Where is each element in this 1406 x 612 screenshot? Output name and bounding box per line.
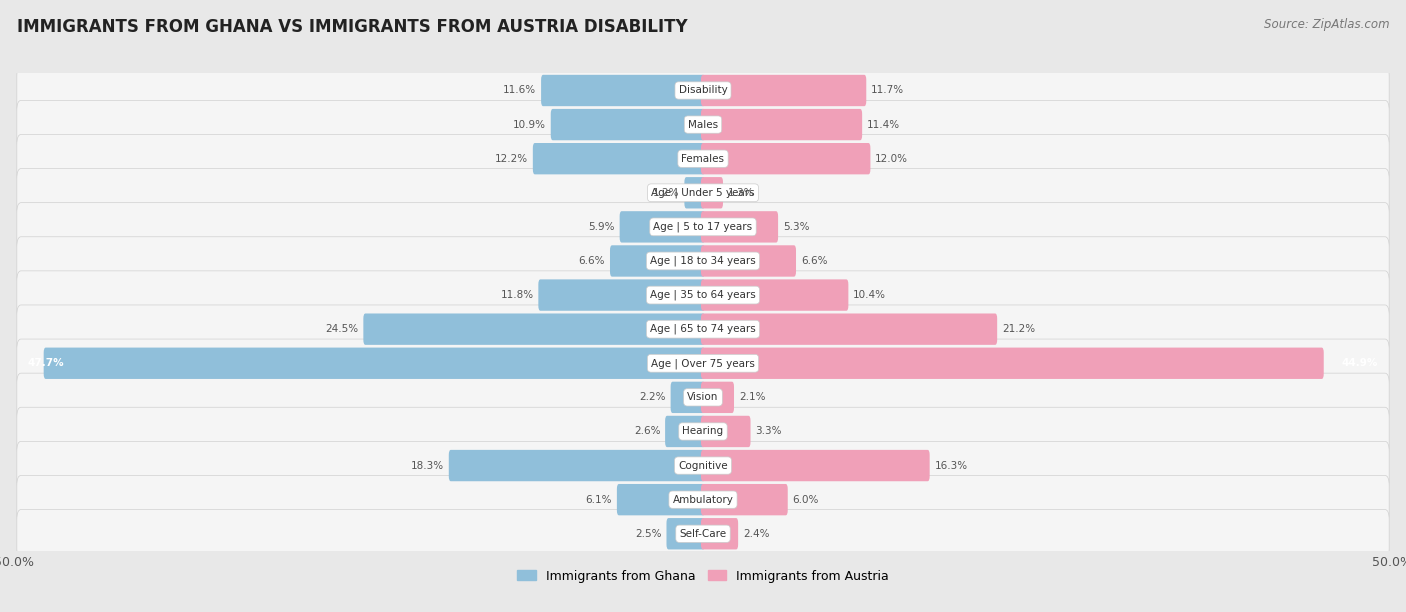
Text: 24.5%: 24.5% — [325, 324, 359, 334]
Text: Age | 18 to 34 years: Age | 18 to 34 years — [650, 256, 756, 266]
Text: Males: Males — [688, 119, 718, 130]
FancyBboxPatch shape — [17, 305, 1389, 353]
Text: IMMIGRANTS FROM GHANA VS IMMIGRANTS FROM AUSTRIA DISABILITY: IMMIGRANTS FROM GHANA VS IMMIGRANTS FROM… — [17, 18, 688, 36]
FancyBboxPatch shape — [551, 109, 704, 140]
Text: 12.2%: 12.2% — [495, 154, 529, 163]
Text: 11.6%: 11.6% — [503, 86, 536, 95]
Text: 2.5%: 2.5% — [636, 529, 662, 539]
Text: 2.2%: 2.2% — [640, 392, 666, 402]
FancyBboxPatch shape — [702, 280, 848, 311]
FancyBboxPatch shape — [17, 100, 1389, 149]
FancyBboxPatch shape — [620, 211, 704, 242]
Text: 18.3%: 18.3% — [411, 461, 444, 471]
Text: 11.4%: 11.4% — [868, 119, 900, 130]
Text: Cognitive: Cognitive — [678, 461, 728, 471]
FancyBboxPatch shape — [541, 75, 704, 106]
Text: Disability: Disability — [679, 86, 727, 95]
Text: 2.4%: 2.4% — [742, 529, 769, 539]
FancyBboxPatch shape — [44, 348, 704, 379]
Text: Age | Under 5 years: Age | Under 5 years — [651, 187, 755, 198]
Text: 11.7%: 11.7% — [872, 86, 904, 95]
Text: Age | 65 to 74 years: Age | 65 to 74 years — [650, 324, 756, 334]
FancyBboxPatch shape — [702, 450, 929, 481]
Text: 10.4%: 10.4% — [853, 290, 886, 300]
Text: 6.6%: 6.6% — [579, 256, 605, 266]
FancyBboxPatch shape — [702, 245, 796, 277]
FancyBboxPatch shape — [538, 280, 704, 311]
FancyBboxPatch shape — [17, 237, 1389, 285]
Text: Hearing: Hearing — [682, 427, 724, 436]
FancyBboxPatch shape — [685, 177, 704, 209]
FancyBboxPatch shape — [17, 510, 1389, 558]
FancyBboxPatch shape — [363, 313, 704, 345]
FancyBboxPatch shape — [702, 382, 734, 413]
FancyBboxPatch shape — [702, 177, 723, 209]
Text: 47.7%: 47.7% — [28, 358, 65, 368]
FancyBboxPatch shape — [17, 373, 1389, 422]
FancyBboxPatch shape — [702, 518, 738, 550]
Text: 6.0%: 6.0% — [793, 494, 818, 505]
FancyBboxPatch shape — [17, 135, 1389, 183]
Text: 16.3%: 16.3% — [935, 461, 967, 471]
Text: 2.1%: 2.1% — [738, 392, 765, 402]
Text: Age | Over 75 years: Age | Over 75 years — [651, 358, 755, 368]
FancyBboxPatch shape — [17, 271, 1389, 319]
FancyBboxPatch shape — [17, 203, 1389, 251]
Text: 1.2%: 1.2% — [652, 188, 679, 198]
Text: 6.6%: 6.6% — [801, 256, 827, 266]
FancyBboxPatch shape — [702, 143, 870, 174]
FancyBboxPatch shape — [17, 339, 1389, 387]
FancyBboxPatch shape — [17, 476, 1389, 524]
FancyBboxPatch shape — [17, 441, 1389, 490]
Text: 5.9%: 5.9% — [588, 222, 614, 232]
Text: Ambulatory: Ambulatory — [672, 494, 734, 505]
FancyBboxPatch shape — [666, 518, 704, 550]
Text: Self-Care: Self-Care — [679, 529, 727, 539]
Text: 2.6%: 2.6% — [634, 427, 661, 436]
FancyBboxPatch shape — [702, 484, 787, 515]
Text: 12.0%: 12.0% — [875, 154, 908, 163]
Text: Age | 35 to 64 years: Age | 35 to 64 years — [650, 290, 756, 300]
FancyBboxPatch shape — [665, 416, 704, 447]
FancyBboxPatch shape — [610, 245, 704, 277]
Text: Source: ZipAtlas.com: Source: ZipAtlas.com — [1264, 18, 1389, 31]
FancyBboxPatch shape — [702, 348, 1323, 379]
FancyBboxPatch shape — [17, 168, 1389, 217]
FancyBboxPatch shape — [702, 416, 751, 447]
FancyBboxPatch shape — [17, 66, 1389, 114]
Text: 5.3%: 5.3% — [783, 222, 810, 232]
Text: 3.3%: 3.3% — [755, 427, 782, 436]
Text: 44.9%: 44.9% — [1341, 358, 1378, 368]
Text: 10.9%: 10.9% — [513, 119, 546, 130]
FancyBboxPatch shape — [17, 407, 1389, 456]
Text: 6.1%: 6.1% — [585, 494, 612, 505]
FancyBboxPatch shape — [671, 382, 704, 413]
FancyBboxPatch shape — [449, 450, 704, 481]
FancyBboxPatch shape — [702, 313, 997, 345]
Text: 11.8%: 11.8% — [501, 290, 533, 300]
Text: Vision: Vision — [688, 392, 718, 402]
Legend: Immigrants from Ghana, Immigrants from Austria: Immigrants from Ghana, Immigrants from A… — [512, 564, 894, 588]
Text: Age | 5 to 17 years: Age | 5 to 17 years — [654, 222, 752, 232]
FancyBboxPatch shape — [702, 211, 778, 242]
Text: Females: Females — [682, 154, 724, 163]
FancyBboxPatch shape — [702, 75, 866, 106]
FancyBboxPatch shape — [533, 143, 704, 174]
Text: 1.3%: 1.3% — [728, 188, 754, 198]
FancyBboxPatch shape — [702, 109, 862, 140]
FancyBboxPatch shape — [617, 484, 704, 515]
Text: 21.2%: 21.2% — [1002, 324, 1035, 334]
